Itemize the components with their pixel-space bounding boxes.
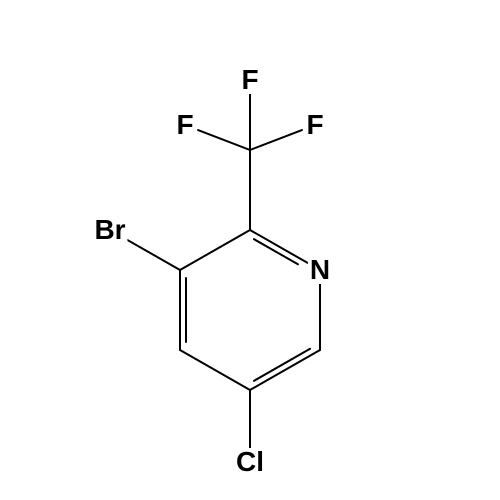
atom-n1: N xyxy=(308,256,332,284)
atom-f2: F xyxy=(174,111,195,139)
atom-br: Br xyxy=(92,216,127,244)
atom-f1: F xyxy=(239,66,260,94)
molecule-canvas: N F F F Br Cl xyxy=(0,0,500,500)
atom-cl: Cl xyxy=(234,448,266,476)
atom-f3: F xyxy=(304,111,325,139)
